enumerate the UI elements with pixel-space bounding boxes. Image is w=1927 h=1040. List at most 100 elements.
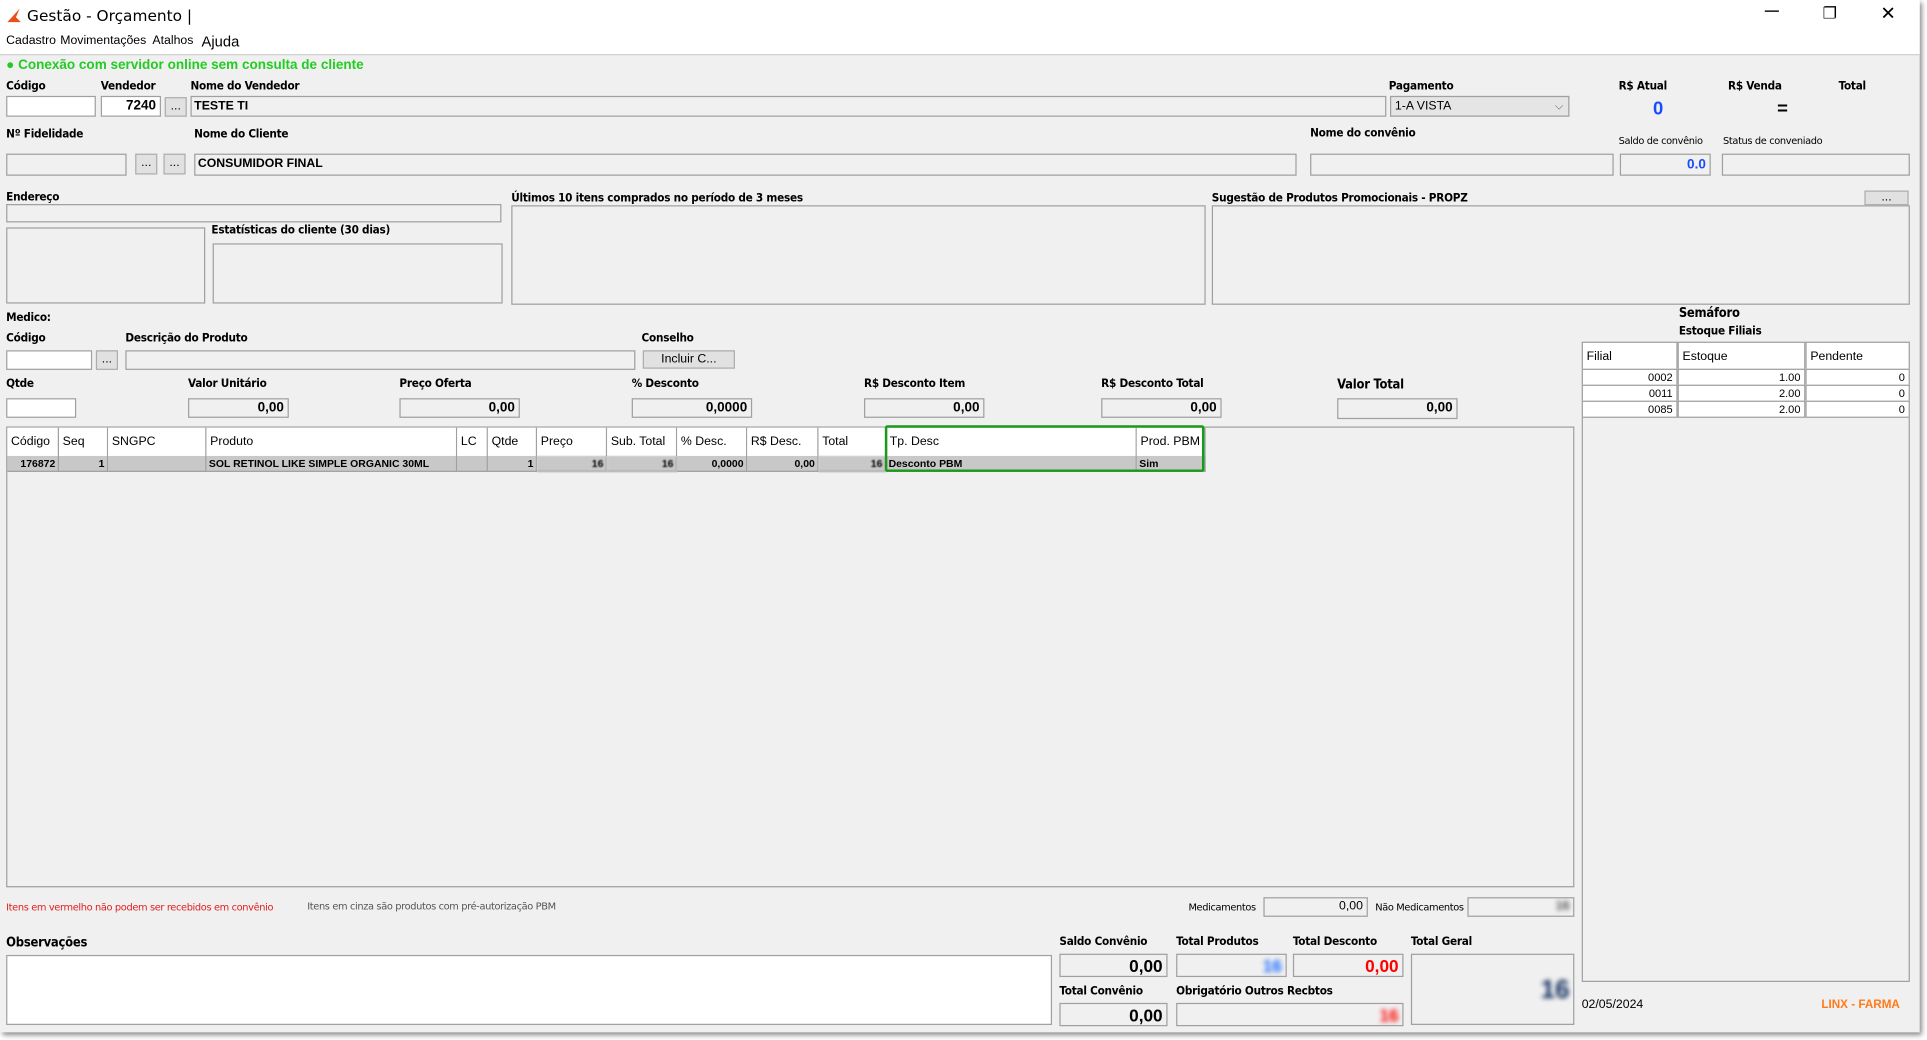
pagamento-select[interactable]: 1-A VISTA ⌵ xyxy=(1389,95,1570,117)
grid-header-12[interactable]: Prod. PBM xyxy=(1136,427,1206,456)
grid-header-2[interactable]: SNGPC xyxy=(108,427,207,456)
estoque-filiais-title: Estoque Filiais xyxy=(1678,324,1762,338)
grid-cell[interactable]: 16 xyxy=(818,455,887,472)
grid-cell[interactable]: 16 xyxy=(537,455,608,472)
grid-header-10[interactable]: Total xyxy=(818,427,887,456)
ultimos-itens-label: Últimos 10 itens comprados no período de… xyxy=(511,191,803,206)
brand-label: LINX - FARMA xyxy=(1821,997,1900,1012)
medico-label: Medico: xyxy=(6,310,51,325)
grid-cell[interactable]: 176872 xyxy=(7,455,59,472)
total-produtos-field: 16 xyxy=(1176,953,1287,978)
outros-recbtos-value: 16 xyxy=(1379,1005,1399,1025)
grid-cell[interactable]: 0,00 xyxy=(747,455,819,472)
grid-header-1[interactable]: Seq xyxy=(58,427,109,456)
incluir-conselho-button[interactable]: Incluir C... xyxy=(642,350,735,369)
grid-cell[interactable]: 1 xyxy=(58,455,109,472)
connection-status-text: Conexão com servidor online sem consulta… xyxy=(18,57,364,73)
nome-cliente-field[interactable]: CONSUMIDOR FINAL xyxy=(194,153,1297,176)
estoque-cell: 2.00 xyxy=(1677,400,1806,418)
menu-cadastro[interactable]: Cadastro xyxy=(6,34,57,48)
minimize-icon[interactable]: ─ xyxy=(1764,1,1779,23)
grid-cell[interactable]: Desconto PBM xyxy=(886,455,1137,472)
grid-header-5[interactable]: Qtde xyxy=(487,427,538,456)
qtde-input[interactable] xyxy=(6,398,77,418)
fidelidade-input[interactable] xyxy=(6,153,127,176)
fidelidade-label: Nº Fidelidade xyxy=(6,127,84,142)
pct-desconto-label: % Desconto xyxy=(631,377,699,391)
codigo-input[interactable] xyxy=(6,95,96,117)
rs-atual-label: R$ Atual xyxy=(1618,79,1668,94)
estoque-header-2: Pendente xyxy=(1805,341,1910,370)
vendedor-input[interactable]: 7240 xyxy=(100,95,161,117)
menu-atalhos[interactable]: Atalhos xyxy=(152,34,194,48)
grid-cell[interactable] xyxy=(108,455,207,472)
estoque-cell: 0011 xyxy=(1581,384,1678,402)
convenio-field xyxy=(1310,153,1614,176)
vendedor-search-button[interactable]: ... xyxy=(164,97,187,117)
pct-desconto-field[interactable]: 0,0000 xyxy=(631,398,753,418)
pagamento-value: 1-A VISTA xyxy=(1394,99,1452,114)
grid-cell[interactable]: 16 xyxy=(607,455,678,472)
estoque-cell: 2.00 xyxy=(1677,384,1806,402)
sugestao-box xyxy=(1211,205,1910,305)
valor-unitario-field: 0,00 xyxy=(188,398,289,418)
menu-bar: Cadastro Movimentações Atalhos Ajuda xyxy=(0,30,1920,56)
grid-header-4[interactable]: LC xyxy=(457,427,488,456)
nome-vendedor-label: Nome do Vendedor xyxy=(190,79,300,94)
saldo-convenio-field: 0.0 xyxy=(1619,153,1711,176)
total-geral-value: 16 xyxy=(1540,975,1570,1005)
desc-total-field[interactable]: 0,00 xyxy=(1101,398,1222,418)
estoque-filiais-panel xyxy=(1581,341,1910,982)
medicamentos-field: 0,00 xyxy=(1263,897,1368,917)
grid-cell[interactable] xyxy=(457,455,488,472)
estatisticas-label: Estatísticas do cliente (30 dias) xyxy=(211,223,391,238)
endereco-field xyxy=(6,204,502,223)
nome-cliente-label: Nome do Cliente xyxy=(194,127,289,142)
saldo-convenio-label: Saldo de convênio xyxy=(1618,135,1703,147)
produto-codigo-input[interactable] xyxy=(6,350,93,370)
produto-codigo-label: Código xyxy=(6,331,46,346)
ultimos-itens-box xyxy=(511,205,1206,305)
medicamentos-label: Medicamentos xyxy=(1188,902,1256,914)
estoque-cell: 0 xyxy=(1805,400,1910,418)
rs-atual-value: 0 xyxy=(1653,98,1664,120)
saldo-convenio-total-label: Saldo Convênio xyxy=(1059,935,1148,949)
desc-item-field[interactable]: 0,00 xyxy=(863,398,985,418)
valor-total-label: Valor Total xyxy=(1337,377,1404,393)
grid-header-9[interactable]: R$ Desc. xyxy=(747,427,819,456)
total-desconto-field: 0,00 xyxy=(1292,953,1404,978)
grid-header-0[interactable]: Código xyxy=(7,427,59,456)
grid-cell[interactable]: 1 xyxy=(487,455,538,472)
nao-medicamentos-value: 16 xyxy=(1555,899,1570,914)
grid-cell[interactable]: 0,0000 xyxy=(677,455,748,472)
estoque-header-1: Estoque xyxy=(1677,341,1806,370)
outros-recbtos-label: Obrigatório Outros Recbtos xyxy=(1176,984,1333,998)
grid-header-7[interactable]: Sub. Total xyxy=(607,427,678,456)
grid-header-6[interactable]: Preço xyxy=(537,427,608,456)
sugestao-label: Sugestão de Produtos Promocionais - PROP… xyxy=(1211,191,1468,206)
grid-header-3[interactable]: Produto xyxy=(206,427,458,456)
produto-search-button[interactable]: ... xyxy=(95,350,118,370)
total-desconto-label: Total Desconto xyxy=(1292,935,1377,949)
grid-cell[interactable]: SOL RETINOL LIKE SIMPLE ORGANIC 30ML xyxy=(206,455,458,472)
vendedor-label: Vendedor xyxy=(100,79,156,94)
cliente-search-button[interactable]: ... xyxy=(163,153,186,175)
note-red: Itens em vermelho não podem ser recebido… xyxy=(6,902,274,914)
sugestao-more-button[interactable]: ... xyxy=(1864,190,1909,206)
preco-oferta-label: Preço Oferta xyxy=(399,377,472,391)
menu-ajuda[interactable]: Ajuda xyxy=(201,33,240,51)
total-convenio-label: Total Convênio xyxy=(1059,984,1143,998)
restore-icon[interactable]: ❐ xyxy=(1822,3,1837,23)
observacoes-textarea[interactable] xyxy=(6,954,1053,1025)
grid-header-11[interactable]: Tp. Desc xyxy=(886,427,1137,456)
fidelidade-search-button[interactable]: ... xyxy=(135,153,158,175)
date-label: 02/05/2024 xyxy=(1581,997,1644,1012)
items-grid[interactable]: Código Seq SNGPC Produto LC Qtde Preço Sub. Tot… xyxy=(6,426,1575,888)
grid-header-8[interactable]: % Desc. xyxy=(677,427,748,456)
menu-movimentacoes[interactable]: Movimentações xyxy=(60,34,147,48)
close-icon[interactable]: ✕ xyxy=(1880,3,1896,25)
highlight-box xyxy=(884,425,1205,472)
rs-venda-label: R$ Venda xyxy=(1727,79,1782,94)
desc-total-label: R$ Desconto Total xyxy=(1101,377,1204,391)
